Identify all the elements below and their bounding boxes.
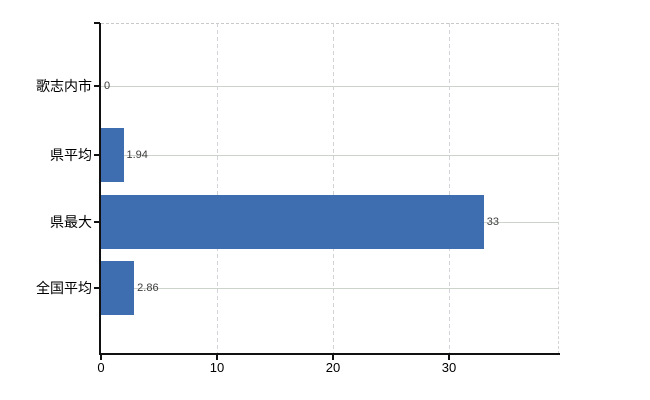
category-label: 県平均 (50, 147, 92, 163)
x-tick-label: 0 (97, 360, 105, 375)
plot-area (101, 23, 559, 354)
y-tick-mark (94, 221, 100, 223)
gridline-vertical (449, 23, 450, 354)
value-label: 1.94 (126, 149, 148, 161)
x-tick-mark (216, 355, 218, 360)
x-tick-mark (332, 355, 334, 360)
gridline-horizontal (101, 155, 559, 156)
y-tick-mark (94, 154, 100, 156)
gridline-horizontal (101, 288, 559, 289)
value-label: 2.86 (137, 282, 159, 294)
gridline-vertical (217, 23, 218, 354)
y-axis-line (99, 23, 101, 355)
gridline-vertical (333, 23, 334, 354)
category-label: 全国平均 (36, 280, 92, 296)
value-label: 0 (104, 80, 111, 92)
bar-1 (101, 128, 124, 182)
x-tick-label: 30 (441, 360, 457, 375)
x-tick-mark (100, 355, 102, 360)
bar-3 (101, 261, 135, 315)
y-tick-mark (94, 287, 100, 289)
x-tick-mark (448, 355, 450, 360)
y-tick-mark (94, 85, 100, 87)
category-label: 県最大 (50, 214, 92, 230)
bar-2 (101, 195, 484, 249)
x-axis-line (99, 353, 560, 355)
x-tick-label: 10 (209, 360, 225, 375)
x-tick-label: 20 (325, 360, 341, 375)
y-axis-end-tick (94, 22, 100, 24)
gridline-horizontal (101, 86, 559, 87)
category-label: 歌志内市 (36, 78, 92, 94)
value-label: 33 (486, 216, 500, 228)
